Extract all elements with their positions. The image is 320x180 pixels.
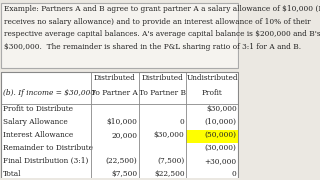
Text: $10,000: $10,000	[106, 118, 137, 126]
Text: $7,500: $7,500	[111, 170, 137, 178]
Text: Interest Allowance: Interest Allowance	[3, 131, 73, 139]
Text: Undistributed: Undistributed	[186, 74, 238, 82]
Text: Distributed: Distributed	[94, 74, 136, 82]
Text: (30,000): (30,000)	[205, 144, 237, 152]
Text: (22,500): (22,500)	[105, 157, 137, 165]
Text: $30,000: $30,000	[154, 131, 185, 139]
Text: To Partner B: To Partner B	[139, 89, 186, 97]
Text: To Partner A: To Partner A	[92, 89, 138, 97]
Text: $300,000.  The remainder is shared in the P&L sharing ratio of 3:1 for A and B.: $300,000. The remainder is shared in the…	[4, 43, 301, 51]
Text: Profit to Distribute: Profit to Distribute	[3, 105, 73, 113]
Bar	[186, 130, 238, 143]
Text: respective average capital balances. A's average capital balance is $200,000 and: respective average capital balances. A's…	[4, 30, 320, 38]
Text: Salary Allowance: Salary Allowance	[3, 118, 68, 126]
Text: (b). If income = $30,000: (b). If income = $30,000	[3, 89, 95, 97]
Text: $30,000: $30,000	[206, 105, 237, 113]
FancyBboxPatch shape	[1, 3, 238, 68]
Text: $22,500: $22,500	[154, 170, 185, 178]
Text: Example: Partners A and B agree to grant partner A a salary allowance of $10,000: Example: Partners A and B agree to grant…	[4, 5, 320, 13]
Text: +30,000: +30,000	[204, 157, 237, 165]
Text: (10,000): (10,000)	[205, 118, 237, 126]
Text: Distributed: Distributed	[141, 74, 183, 82]
Text: Total: Total	[3, 170, 22, 178]
Text: receives no salary allowance) and to provide an interest allowance of 10% of the: receives no salary allowance) and to pro…	[4, 18, 310, 26]
Text: Profit: Profit	[202, 89, 222, 97]
Text: Remainder to Distribute: Remainder to Distribute	[3, 144, 93, 152]
Text: 0: 0	[232, 170, 237, 178]
Text: (7,500): (7,500)	[157, 157, 185, 165]
Text: (50,000): (50,000)	[205, 131, 237, 139]
Bar	[1, 72, 238, 180]
Text: 0: 0	[180, 118, 185, 126]
Text: 20,000: 20,000	[111, 131, 137, 139]
Text: Final Distribution (3:1): Final Distribution (3:1)	[3, 157, 89, 165]
